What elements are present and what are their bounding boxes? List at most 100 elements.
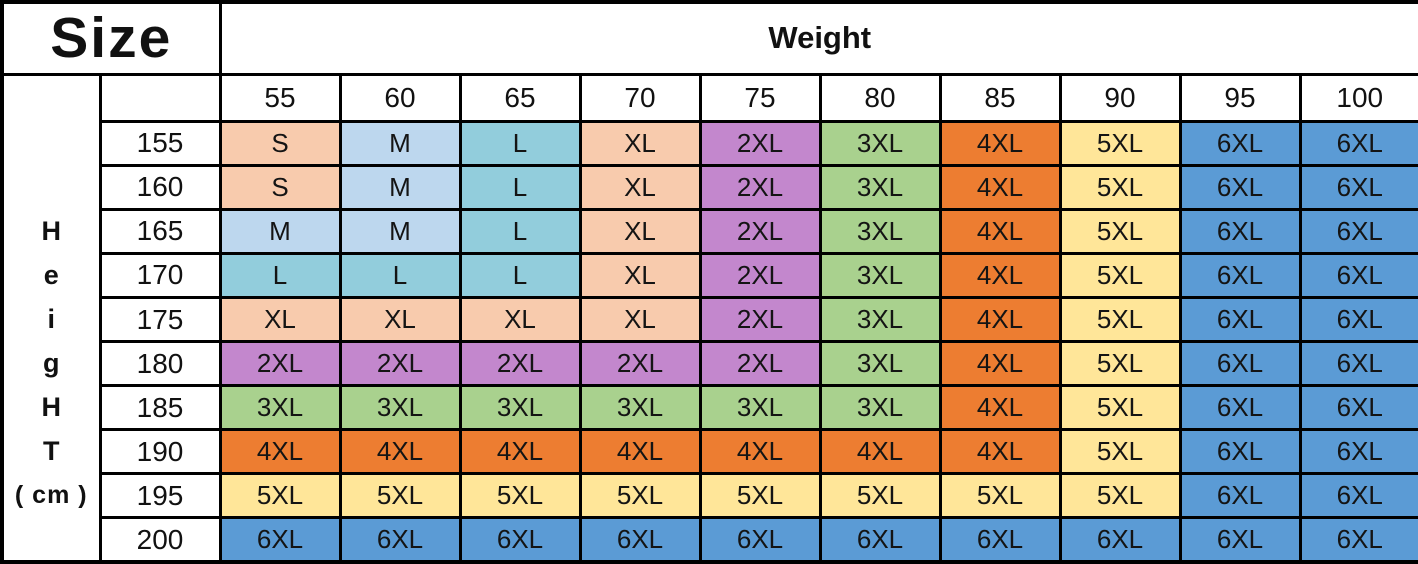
size-cell: 5XL xyxy=(1058,384,1182,432)
size-cell: 2XL xyxy=(218,340,342,388)
size-cell: 4XL xyxy=(698,428,822,476)
size-cell: 4XL xyxy=(938,428,1062,476)
size-cell: XL xyxy=(578,251,702,300)
size-cell: S xyxy=(218,119,342,167)
size-cell: XL xyxy=(578,119,702,167)
size-cell: 3XL xyxy=(818,119,942,167)
table-row: 200 6XL 6XL 6XL 6XL 6XL 6XL 6XL 6XL 6XL 6XL xyxy=(2,516,1418,564)
table-row: 170 L L L XL 2XL 3XL 4XL 5XL 6XL 6XL xyxy=(2,251,1418,300)
size-cell: 6XL xyxy=(1298,340,1418,388)
size-cell: L xyxy=(458,251,582,300)
weight-header-cell: 85 xyxy=(938,72,1062,123)
table-row: 165 M M L XL 2XL 3XL 4XL 5XL 6XL 6XL xyxy=(2,207,1418,255)
size-cell: 5XL xyxy=(458,472,582,520)
size-cell: 2XL xyxy=(698,251,822,300)
size-cell: L xyxy=(458,207,582,255)
size-cell: 6XL xyxy=(1178,472,1302,520)
size-cell: 2XL xyxy=(698,296,822,344)
size-cell: 2XL xyxy=(698,340,822,388)
size-cell: 4XL xyxy=(818,428,942,476)
size-cell: 4XL xyxy=(938,340,1062,388)
size-cell: 6XL xyxy=(1178,296,1302,344)
size-cell: 6XL xyxy=(1298,119,1418,167)
size-cell: 3XL xyxy=(818,163,942,211)
size-cell: 3XL xyxy=(698,384,822,432)
size-title: Size xyxy=(0,0,222,76)
size-cell: 5XL xyxy=(1058,296,1182,344)
height-axis-letter: e xyxy=(43,260,59,291)
size-cell: 5XL xyxy=(1058,428,1182,476)
table-row: 160 S M L XL 2XL 3XL 4XL 5XL 6XL 6XL xyxy=(2,163,1418,211)
size-cell: 2XL xyxy=(338,340,462,388)
height-header-cell: 200 xyxy=(98,516,222,564)
size-cell: 3XL xyxy=(818,384,942,432)
weight-header-cell: 70 xyxy=(578,72,702,123)
size-cell: 5XL xyxy=(938,472,1062,520)
size-cell: XL xyxy=(578,296,702,344)
weight-header-cell: 100 xyxy=(1298,72,1418,123)
height-axis-letter: H xyxy=(41,216,62,247)
size-cell: 3XL xyxy=(338,384,462,432)
weight-header-cell: 75 xyxy=(698,72,822,123)
size-cell: 5XL xyxy=(218,472,342,520)
size-cell: 6XL xyxy=(1058,516,1182,564)
size-cell: L xyxy=(218,251,342,300)
weight-header-cell: 95 xyxy=(1178,72,1302,123)
table-row: 185 3XL 3XL 3XL 3XL 3XL 3XL 4XL 5XL 6XL 6XL xyxy=(2,384,1418,432)
size-cell: 2XL xyxy=(698,207,822,255)
table-row: 155 S M L XL 2XL 3XL 4XL 5XL 6XL 6XL xyxy=(2,119,1418,167)
weight-header-cell: 90 xyxy=(1058,72,1182,123)
empty-corner-cell xyxy=(98,72,222,123)
height-axis-letter: g xyxy=(43,348,60,379)
size-cell: 6XL xyxy=(938,516,1062,564)
size-cell: L xyxy=(458,119,582,167)
size-cell: 5XL xyxy=(578,472,702,520)
size-cell: 6XL xyxy=(1298,384,1418,432)
size-cell: 6XL xyxy=(1178,516,1302,564)
title-row: Size Weight xyxy=(0,0,1418,76)
size-cell: 6XL xyxy=(1178,163,1302,211)
size-cell: 4XL xyxy=(338,428,462,476)
size-cell: 6XL xyxy=(338,516,462,564)
height-header-cell: 175 xyxy=(98,296,222,344)
size-cell: M xyxy=(218,207,342,255)
table-row: 190 4XL 4XL 4XL 4XL 4XL 4XL 4XL 5XL 6XL 6XL xyxy=(2,428,1418,476)
table-row: 180 2XL 2XL 2XL 2XL 2XL 3XL 4XL 5XL 6XL 6XL xyxy=(2,340,1418,388)
size-cell: 5XL xyxy=(1058,207,1182,255)
table-row: 195 5XL 5XL 5XL 5XL 5XL 5XL 5XL 5XL 6XL 6XL xyxy=(2,472,1418,520)
height-axis-letter: H xyxy=(41,392,62,423)
weight-header-cell: 65 xyxy=(458,72,582,123)
height-header-cell: 195 xyxy=(98,472,222,520)
size-cell: 6XL xyxy=(458,516,582,564)
size-cell: XL xyxy=(578,207,702,255)
weight-title: Weight xyxy=(218,0,1418,76)
size-cell: 6XL xyxy=(1298,207,1418,255)
size-cell: M xyxy=(338,119,462,167)
size-cell: 3XL xyxy=(218,384,342,432)
size-cell: 6XL xyxy=(1178,119,1302,167)
size-cell: S xyxy=(218,163,342,211)
size-cell: 6XL xyxy=(1298,296,1418,344)
size-cell: 3XL xyxy=(578,384,702,432)
size-cell: 5XL xyxy=(818,472,942,520)
size-cell: L xyxy=(458,163,582,211)
size-cell: 4XL xyxy=(938,296,1062,344)
size-cell: 6XL xyxy=(218,516,342,564)
height-axis-letter: i xyxy=(47,304,55,335)
size-cell: 2XL xyxy=(698,119,822,167)
size-cell: 4XL xyxy=(938,251,1062,300)
size-cell: 6XL xyxy=(578,516,702,564)
size-cell: 5XL xyxy=(1058,163,1182,211)
size-cell: M xyxy=(338,207,462,255)
size-cell: 6XL xyxy=(1298,516,1418,564)
size-cell: XL xyxy=(578,163,702,211)
size-cell: 3XL xyxy=(818,296,942,344)
size-cell: 3XL xyxy=(818,340,942,388)
size-cell: 2XL xyxy=(698,163,822,211)
size-cell: L xyxy=(338,251,462,300)
size-cell: 6XL xyxy=(1178,251,1302,300)
height-header-cell: 190 xyxy=(98,428,222,476)
